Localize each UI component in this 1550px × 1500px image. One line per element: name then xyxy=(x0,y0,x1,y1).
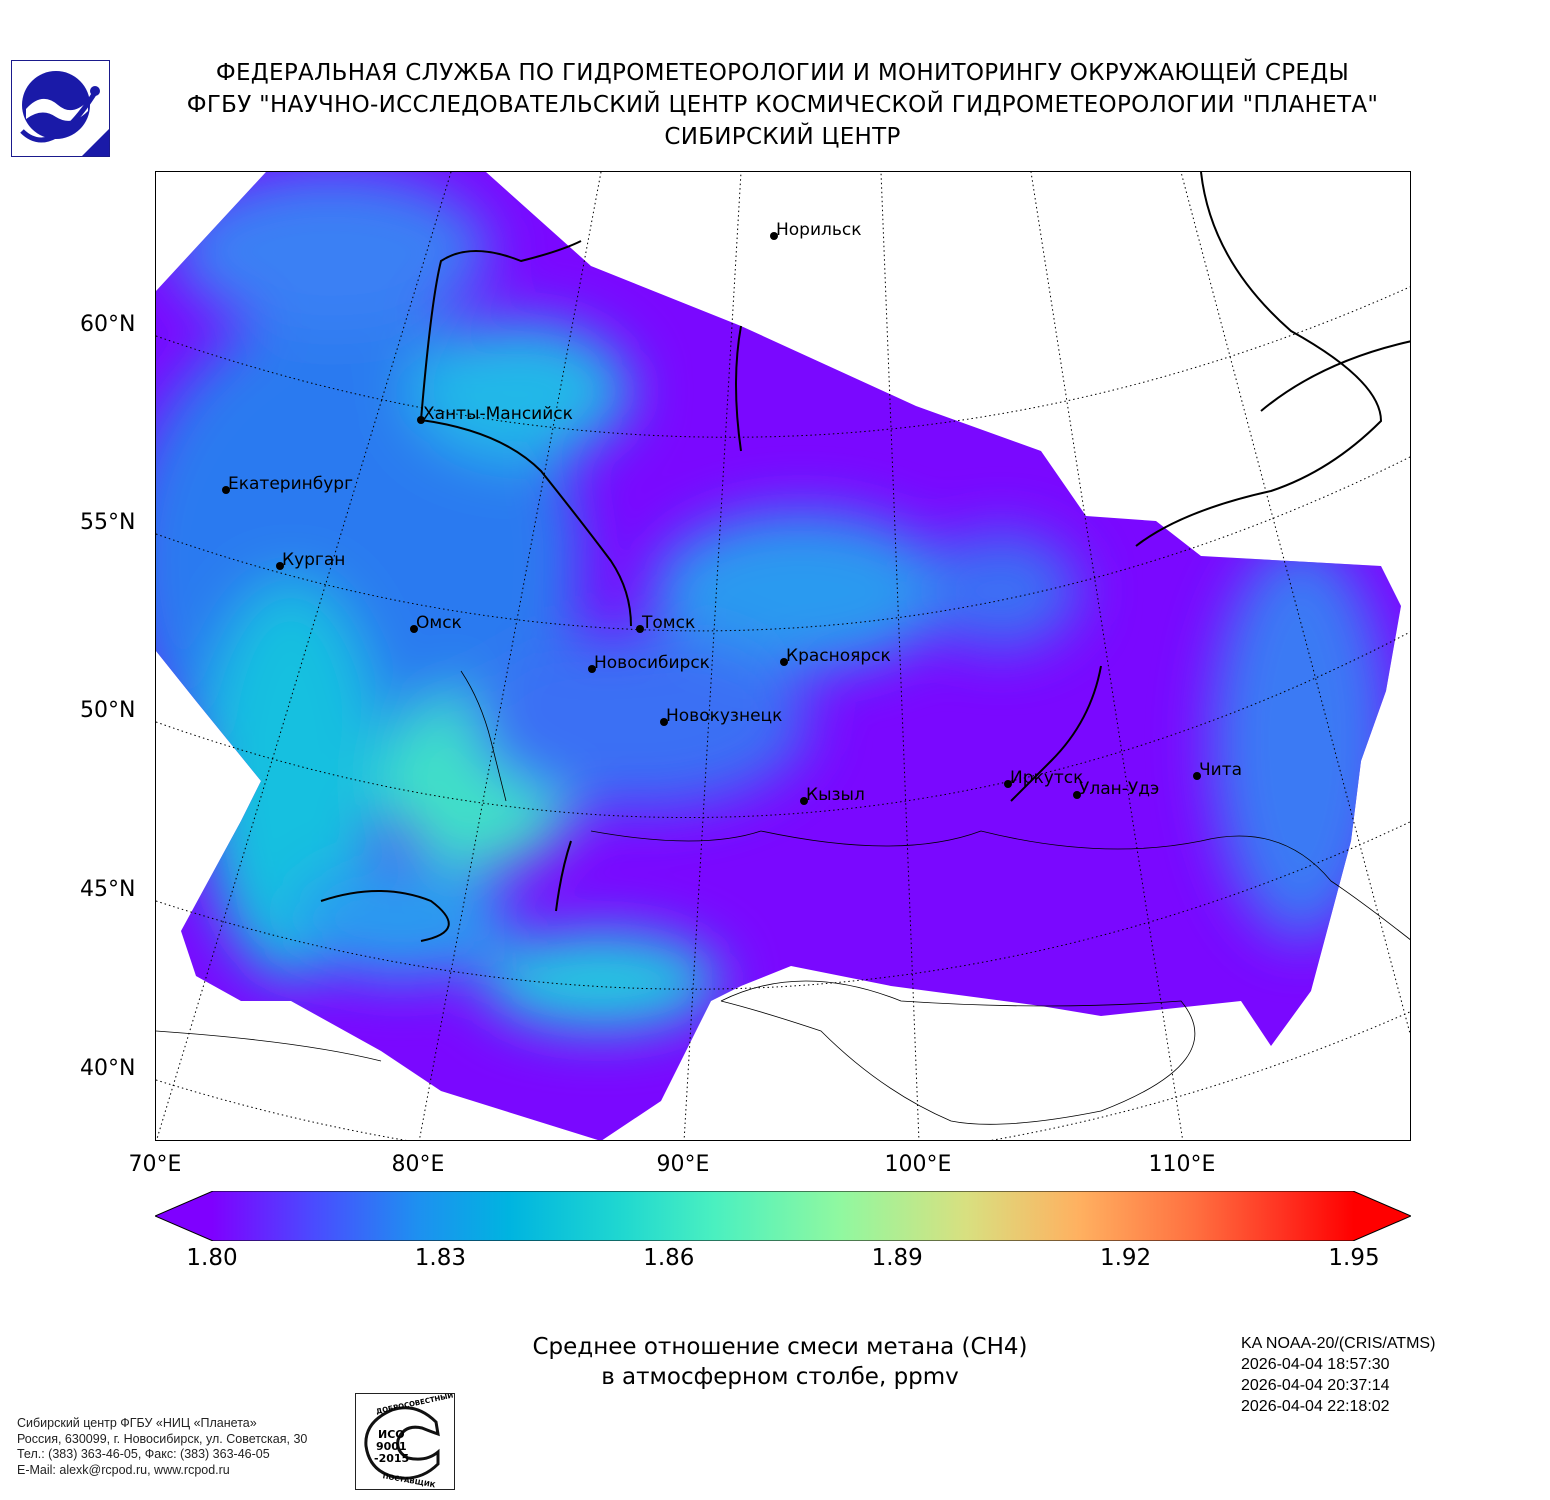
pass-time-3: 2026-04-04 22:18:02 xyxy=(1241,1398,1390,1415)
org-name: Сибирский центр ФГБУ «НИЦ «Планета» xyxy=(17,1416,257,1430)
city-dot-icon xyxy=(800,797,808,805)
caption-line-2: в атмосферном столбе, ppmv xyxy=(601,1364,959,1390)
city-dot-icon xyxy=(222,486,230,494)
colorbar-tick-label: 1.95 xyxy=(1328,1245,1380,1271)
colorbar-tick-label: 1.86 xyxy=(643,1245,695,1271)
svg-text:ДОБРОСОВЕСТНЫЙ: ДОБРОСОВЕСТНЫЙ xyxy=(375,1394,454,1416)
svg-text:-2015: -2015 xyxy=(374,1452,409,1465)
city-dot-icon xyxy=(636,625,644,633)
methane-field xyxy=(156,172,1401,1140)
methane-map: Норильск Ханты-Мансийск Екатеринбург Курган… xyxy=(155,171,1411,1141)
city-label: Новосибирск xyxy=(594,653,710,673)
iso-badge: ДОБРОСОВЕСТНЫЙ ИСО 9001 -2015 ПОСТАВЩИК xyxy=(355,1391,455,1490)
pass-time-2: 2026-04-04 20:37:14 xyxy=(1241,1377,1390,1394)
city-label: Кызыл xyxy=(806,785,865,805)
colorbar-tick-label: 1.92 xyxy=(1099,1245,1152,1271)
lat-label: 55°N xyxy=(80,510,136,535)
city-label: Красноярск xyxy=(786,646,891,666)
colorbar xyxy=(153,1190,1413,1242)
city-label: Чита xyxy=(1199,760,1243,780)
lon-label: 80°E xyxy=(391,1152,445,1177)
city-label: Новокузнецк xyxy=(666,706,783,726)
city-label: Омск xyxy=(416,613,462,633)
header-line-1: ФЕДЕРАЛЬНАЯ СЛУЖБА ПО ГИДРОМЕТЕОРОЛОГИИ … xyxy=(215,60,1350,86)
satellite-name: KA NOAA-20/(CRIS/ATMS) xyxy=(1241,1335,1436,1352)
pass-time-1: 2026-04-04 18:57:30 xyxy=(1241,1356,1390,1373)
city-dot-icon xyxy=(276,562,284,570)
phone: Тел.: (383) 363-46-05, Факс: (383) 363-4… xyxy=(17,1447,270,1461)
borders xyxy=(156,670,1410,1125)
city-dot-icon xyxy=(588,665,596,673)
svg-text:9001: 9001 xyxy=(376,1440,407,1453)
city-dot-icon xyxy=(780,658,788,666)
colorbar-max-extend xyxy=(1353,1191,1411,1241)
contact-info: Сибирский центр ФГБУ «НИЦ «Планета» Росс… xyxy=(17,1416,307,1478)
city-label: Екатеринбург xyxy=(228,474,354,494)
city-dot-icon xyxy=(417,416,425,424)
planeta-logo xyxy=(11,60,110,157)
colorbar-min-extend xyxy=(155,1191,213,1241)
city-label: Иркутск xyxy=(1010,768,1084,788)
lat-label: 40°N xyxy=(80,1056,136,1081)
header-line-3: СИБИРСКИЙ ЦЕНТР xyxy=(664,124,901,150)
city-label: Томск xyxy=(642,613,696,633)
svg-text:ПОСТАВЩИК: ПОСТАВЩИК xyxy=(382,1472,436,1489)
colorbar-tick-label: 1.89 xyxy=(871,1245,923,1271)
colorbar-tick-label: 1.83 xyxy=(414,1245,466,1271)
caption-line-1: Среднее отношение смеси метана (CH4) xyxy=(532,1334,1028,1360)
lon-label: 90°E xyxy=(656,1152,710,1177)
city-label: Курган xyxy=(282,550,346,570)
lat-label: 60°N xyxy=(80,312,136,337)
graticule xyxy=(156,172,1410,1140)
city-dot-icon xyxy=(770,232,778,240)
address: Россия, 630099, г. Новосибирск, ул. Сове… xyxy=(17,1431,308,1446)
city-dot-icon xyxy=(410,625,418,633)
header-line-2: ФГБУ "НАУЧНО-ИССЛЕДОВАТЕЛЬСКИЙ ЦЕНТР КОС… xyxy=(186,92,1379,118)
city-dot-icon xyxy=(1073,791,1081,799)
lat-label: 45°N xyxy=(80,877,136,902)
colorbar-tick-label: 1.80 xyxy=(186,1245,238,1271)
email: E-Mail: alexk@rcpod.ru, www.rcpod.ru xyxy=(17,1462,230,1477)
svg-text:ИСО: ИСО xyxy=(378,1428,405,1441)
city-label: Улан-Удэ xyxy=(1079,779,1160,799)
city-label: Ханты-Мансийск xyxy=(423,404,573,424)
rivers-coastlines xyxy=(320,172,1410,942)
lat-label: 50°N xyxy=(80,698,136,723)
city-dot-icon xyxy=(1004,780,1012,788)
city-label: Норильск xyxy=(776,220,862,240)
city-dot-icon xyxy=(660,718,668,726)
lon-label: 110°E xyxy=(1148,1152,1216,1177)
city-dot-icon xyxy=(1193,772,1201,780)
lon-label: 100°E xyxy=(884,1152,952,1177)
lon-label: 70°E xyxy=(128,1152,182,1177)
